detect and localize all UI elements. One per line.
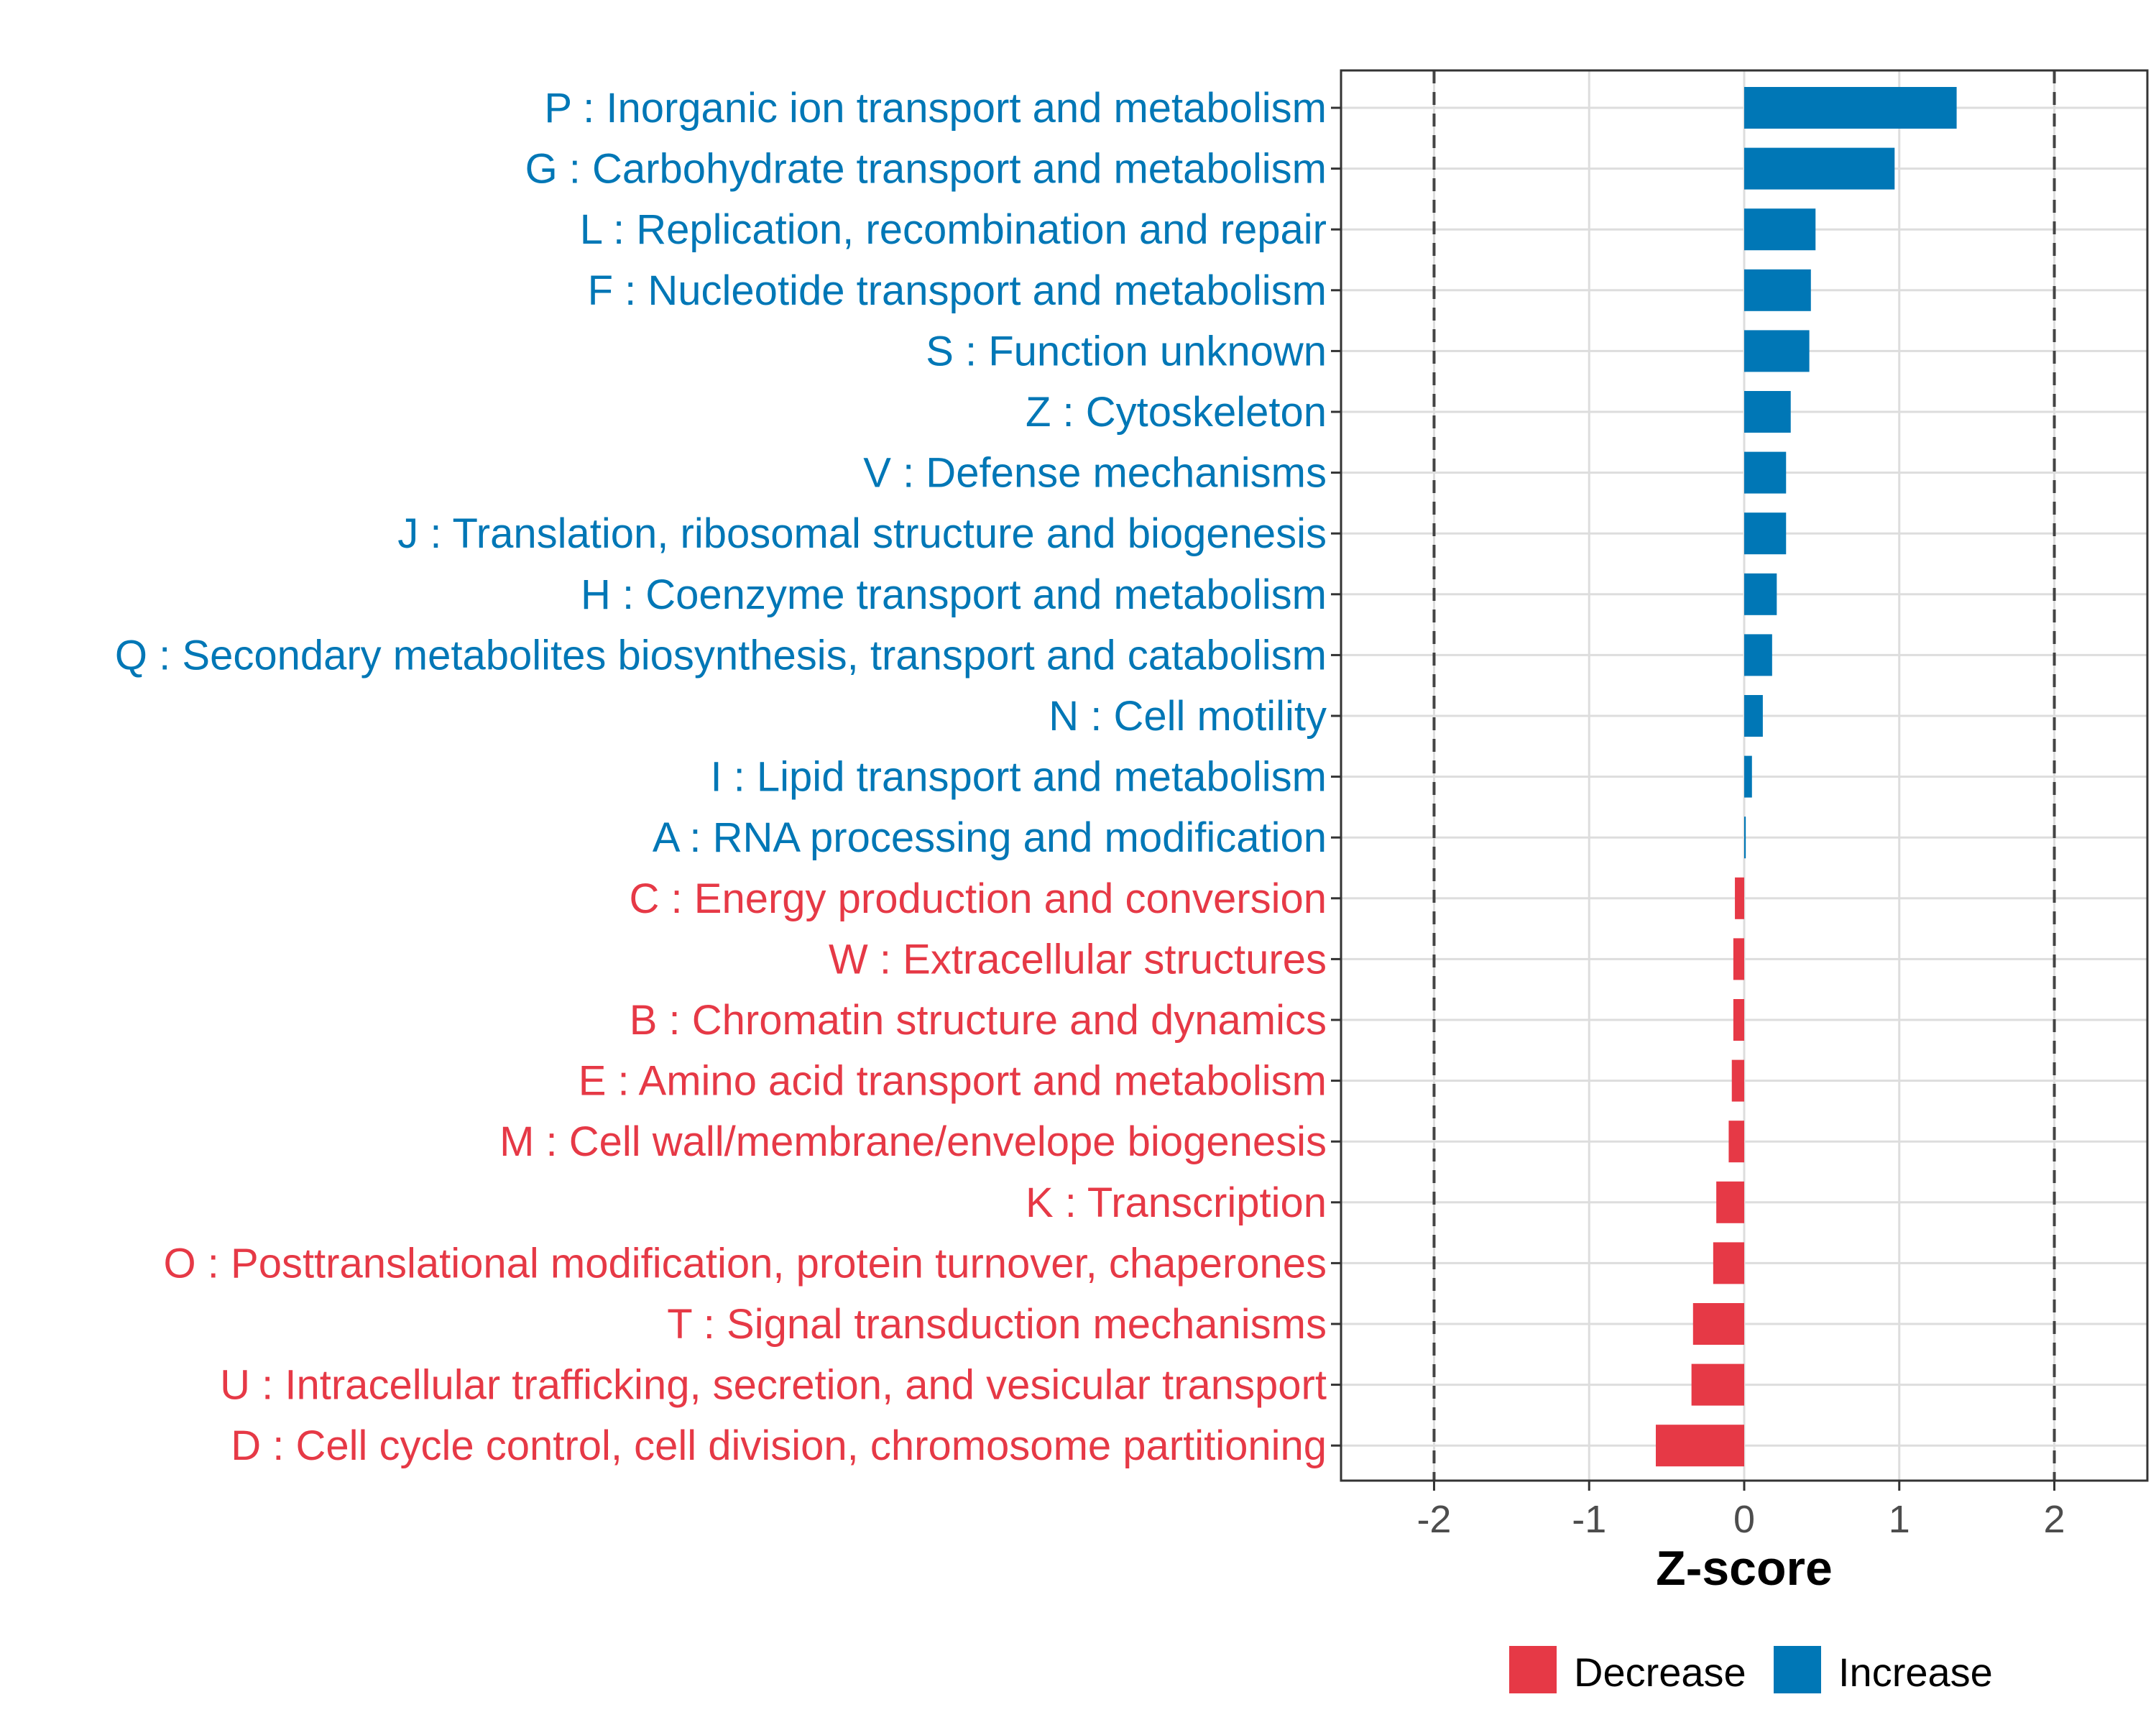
bar xyxy=(1744,87,1957,129)
bar xyxy=(1744,269,1811,311)
category-label: B : Chromatin structure and dynamics xyxy=(630,997,1327,1044)
legend-label-decrease: Decrease xyxy=(1574,1650,1746,1695)
category-label: F : Nucleotide transport and metabolism xyxy=(588,267,1327,314)
x-tick-label: -2 xyxy=(1416,1498,1451,1541)
category-label: J : Translation, ribosomal structure and… xyxy=(397,510,1327,557)
category-label: U : Intracellular trafficking, secretion… xyxy=(220,1362,1327,1409)
reference-lines xyxy=(1432,70,2056,1481)
bar xyxy=(1735,877,1744,919)
category-label: S : Function unknown xyxy=(926,328,1327,374)
category-label: C : Energy production and conversion xyxy=(630,875,1327,922)
bar xyxy=(1716,1181,1744,1223)
bar xyxy=(1733,999,1744,1041)
bar xyxy=(1713,1242,1744,1284)
x-axis-title: Z-score xyxy=(1656,1541,1833,1596)
category-label: D : Cell cycle control, cell division, c… xyxy=(231,1422,1327,1469)
category-label: I : Lipid transport and metabolism xyxy=(710,754,1327,801)
bars xyxy=(1656,87,1957,1467)
bar xyxy=(1744,208,1816,251)
x-tick-label: -1 xyxy=(1572,1498,1606,1541)
bar xyxy=(1744,573,1777,615)
category-label: E : Amino acid transport and metabolism xyxy=(579,1058,1327,1105)
x-tick-label: 1 xyxy=(1889,1498,1910,1541)
category-label: O : Posttranslational modification, prot… xyxy=(164,1240,1327,1287)
bar xyxy=(1733,938,1744,980)
x-tick-label: 2 xyxy=(2044,1498,2065,1541)
bar xyxy=(1656,1425,1744,1467)
category-label: G : Carbohydrate transport and metabolis… xyxy=(525,146,1327,193)
category-label: K : Transcription xyxy=(1026,1179,1327,1226)
category-label: M : Cell wall/membrane/envelope biogenes… xyxy=(499,1118,1327,1165)
bar xyxy=(1744,755,1752,798)
category-label: V : Defense mechanisms xyxy=(863,450,1327,497)
category-label: A : RNA processing and modification xyxy=(653,814,1327,861)
category-label: Q : Secondary metabolites biosynthesis, … xyxy=(115,632,1327,678)
bar xyxy=(1744,634,1772,676)
bar xyxy=(1744,391,1791,433)
legend-label-increase: Increase xyxy=(1838,1650,1993,1695)
legend-swatch-decrease xyxy=(1509,1646,1557,1693)
bar xyxy=(1692,1303,1744,1345)
category-label: N : Cell motility xyxy=(1049,693,1327,740)
legend: Decrease Increase xyxy=(1509,1646,1993,1695)
category-label: H : Coenzyme transport and metabolism xyxy=(581,571,1327,618)
bar xyxy=(1744,695,1763,737)
category-label: L : Replication, recombination and repai… xyxy=(580,206,1327,253)
category-labels: P : Inorganic ion transport and metaboli… xyxy=(115,85,1341,1469)
bar xyxy=(1744,147,1895,190)
x-axis-ticks: -2 -1 0 1 2 xyxy=(1416,1481,2065,1541)
category-label: T : Signal transduction mechanisms xyxy=(667,1301,1327,1348)
category-label: W : Extracellular structures xyxy=(829,936,1327,983)
bar xyxy=(1728,1121,1744,1163)
bar xyxy=(1731,1059,1744,1102)
bar xyxy=(1744,512,1787,555)
category-label: Z : Cytoskeleton xyxy=(1026,389,1327,436)
category-label: P : Inorganic ion transport and metaboli… xyxy=(544,85,1327,132)
bar xyxy=(1744,816,1746,859)
bar xyxy=(1691,1363,1744,1406)
bar xyxy=(1744,330,1810,372)
legend-swatch-increase xyxy=(1774,1646,1821,1693)
bar xyxy=(1744,451,1787,494)
x-tick-label: 0 xyxy=(1733,1498,1755,1541)
